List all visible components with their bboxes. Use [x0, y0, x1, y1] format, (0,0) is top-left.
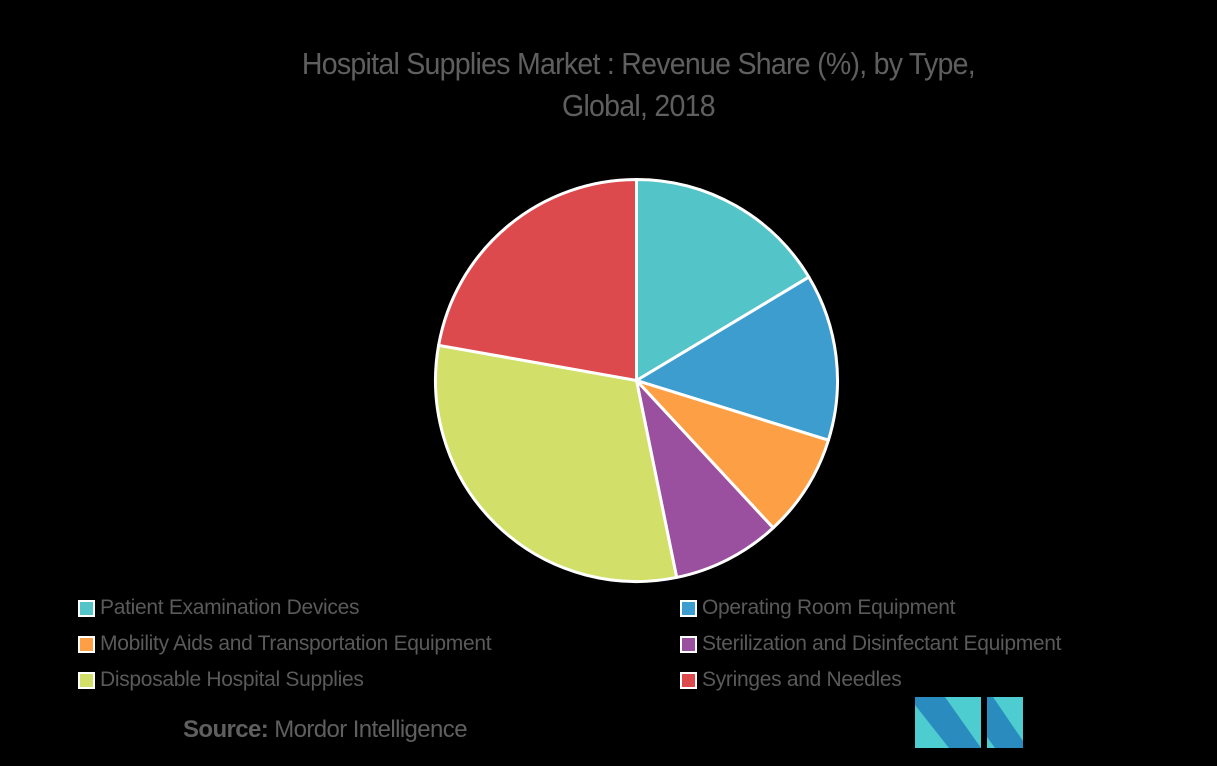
- legend-label: Disposable Hospital Supplies: [100, 668, 364, 691]
- legend-swatch: [78, 671, 95, 689]
- legend-label: Operating Room Equipment: [702, 596, 956, 619]
- legend-item-mobility-aids: Mobility Aids and Transportation Equipme…: [78, 632, 492, 656]
- chart-title-line-1: Hospital Supplies Market : Revenue Share…: [301, 46, 976, 81]
- chart-title: Hospital Supplies Market : Revenue Share…: [51, 43, 1217, 127]
- source-label: Source:: [183, 716, 269, 743]
- legend-label: Mobility Aids and Transportation Equipme…: [100, 632, 492, 655]
- legend-swatch: [78, 635, 95, 653]
- pie-slice-mobility-aids-and-transportation-equipment: [635, 379, 830, 530]
- legend-swatch: [78, 599, 95, 617]
- pie-slice-sterilization-and-disinfectant-equipment: [635, 379, 775, 579]
- pie-slice-disposable-hospital-supplies: [434, 343, 679, 583]
- pie-slice-syringes-and-needles: [437, 178, 638, 382]
- legend-item-patient-examination-devices: Patient Examination Devices: [78, 596, 360, 620]
- mordor-intelligence-logo-icon: [915, 697, 1023, 748]
- legend-label: Syringes and Needles: [702, 668, 902, 691]
- legend-label: Patient Examination Devices: [100, 596, 360, 619]
- legend-swatch: [680, 635, 697, 653]
- legend-item-disposable-hospital-supplies: Disposable Hospital Supplies: [78, 668, 364, 692]
- pie-slice-operating-room-equipment: [635, 275, 839, 442]
- source-credit: Source: Mordor Intelligence: [183, 716, 468, 744]
- legend-swatch: [680, 671, 697, 689]
- legend-swatch: [680, 599, 697, 617]
- chart-title-line-2: Global, 2018: [561, 88, 716, 123]
- legend-label: Sterilization and Disinfectant Equipment: [702, 632, 1062, 655]
- legend-item-syringes-and-needles: Syringes and Needles: [680, 668, 902, 692]
- legend-item-sterilization-equipment: Sterilization and Disinfectant Equipment: [680, 632, 1062, 656]
- pie-slice-patient-examination-devices: [635, 178, 811, 382]
- legend-item-operating-room-equipment: Operating Room Equipment: [680, 596, 955, 620]
- source-value: Mordor Intelligence: [274, 716, 467, 743]
